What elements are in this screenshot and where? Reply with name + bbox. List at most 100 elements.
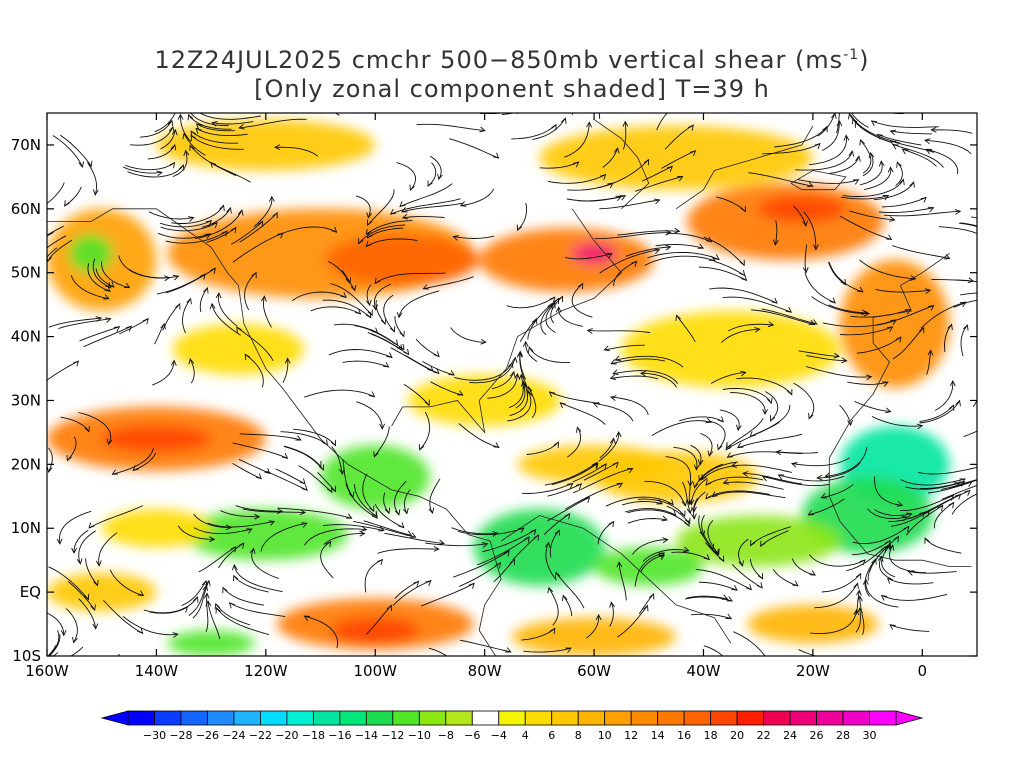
streamline xyxy=(722,387,772,404)
streamline xyxy=(206,227,237,243)
streamline-arrowhead xyxy=(84,425,90,433)
streamline-arrowhead xyxy=(691,513,697,520)
streamline xyxy=(333,323,378,334)
streamline xyxy=(610,396,649,416)
colorbar-swatch xyxy=(312,710,341,726)
streamline xyxy=(48,447,53,473)
streamline-arrowhead xyxy=(195,127,202,134)
latitude-axis: 70N 60N 50N 40N 30N 20N 10N EQ 10S xyxy=(11,136,977,665)
streamline-arrowhead xyxy=(105,282,112,289)
streamline-arrowhead xyxy=(822,125,828,133)
streamline xyxy=(618,562,627,601)
streamline xyxy=(415,338,440,357)
streamline-arrowhead xyxy=(777,474,785,480)
streamline xyxy=(924,139,972,155)
streamline-arrowhead xyxy=(790,462,798,468)
streamline-arrowhead xyxy=(735,424,742,432)
streamline-arrowhead xyxy=(249,547,256,555)
streamline xyxy=(165,230,228,244)
streamline xyxy=(70,646,84,656)
streamline-arrowhead xyxy=(841,95,846,100)
streamline xyxy=(95,268,115,288)
streamline xyxy=(511,124,557,140)
streamline-arrowhead xyxy=(612,461,619,469)
streamline xyxy=(664,124,694,150)
streamline xyxy=(390,198,461,215)
streamline-arrowhead xyxy=(705,417,712,424)
colorbar-swatch xyxy=(154,710,182,726)
streamline-arrowhead xyxy=(741,274,748,281)
streamline xyxy=(919,404,955,423)
streamline-arrowhead xyxy=(549,296,556,303)
streamline-arrowhead xyxy=(318,464,325,471)
streamline xyxy=(567,427,582,458)
streamline xyxy=(239,212,278,243)
streamline xyxy=(451,527,498,535)
streamline xyxy=(367,227,404,239)
streamline-arrowhead xyxy=(697,459,704,466)
streamline xyxy=(327,261,351,284)
streamline xyxy=(304,389,375,398)
streamline xyxy=(647,251,720,260)
streamline xyxy=(487,373,518,399)
streamline-arrowhead xyxy=(738,560,744,567)
streamline-arrowhead xyxy=(448,370,455,376)
streamline-arrowhead xyxy=(829,297,836,304)
streamline xyxy=(207,521,275,528)
streamline xyxy=(277,507,352,519)
streamline-arrowhead xyxy=(610,359,617,365)
streamline-arrowhead xyxy=(843,134,850,141)
streamline-arrowhead xyxy=(95,560,102,567)
streamline-arrowhead xyxy=(865,374,873,381)
colorbar-swatch xyxy=(683,710,712,726)
shear-shading-patch xyxy=(539,125,813,190)
streamline xyxy=(856,336,902,354)
streamline xyxy=(172,150,188,178)
streamline xyxy=(609,602,614,627)
streamline xyxy=(567,182,614,191)
colorbar-swatch xyxy=(630,710,659,726)
streamline-arrowhead xyxy=(688,499,695,506)
streamline xyxy=(47,612,65,636)
streamline-arrowhead xyxy=(757,573,764,580)
streamline-arrowhead xyxy=(760,540,766,548)
streamline-arrowhead xyxy=(233,574,239,582)
streamline-arrowhead xyxy=(295,435,302,441)
streamline xyxy=(655,244,704,249)
streamline xyxy=(421,582,475,607)
streamline-arrowhead xyxy=(608,520,615,528)
streamline-arrowhead xyxy=(383,361,390,368)
latitude-label: 60N xyxy=(11,200,41,218)
streamline-arrowhead xyxy=(703,554,711,561)
streamline-arrowhead xyxy=(452,235,459,241)
shear-shading-patch xyxy=(172,323,305,375)
streamline xyxy=(70,275,109,300)
latitude-label: 10S xyxy=(12,647,41,665)
streamline xyxy=(597,521,614,545)
streamline xyxy=(627,518,668,524)
streamline xyxy=(840,326,893,336)
streamline-arrowhead xyxy=(856,589,862,596)
streamline-arrowhead xyxy=(214,602,221,610)
streamline-arrowhead xyxy=(924,288,932,294)
streamline xyxy=(562,595,573,617)
streamline-arrowhead xyxy=(919,511,926,518)
streamline-arrowhead xyxy=(215,292,222,299)
streamline-arrowhead xyxy=(230,226,237,234)
streamline-arrowhead xyxy=(186,297,192,305)
streamline xyxy=(232,463,262,480)
streamline-arrowhead xyxy=(386,352,393,359)
streamline-arrowhead xyxy=(616,561,623,568)
streamline-arrowhead xyxy=(226,206,232,214)
streamline xyxy=(889,624,930,632)
streamline-arrowhead xyxy=(398,522,405,529)
streamline xyxy=(805,366,872,378)
streamline-arrowhead xyxy=(909,275,917,281)
shear-shading-patch xyxy=(156,119,376,171)
streamline-arrowhead xyxy=(959,478,966,484)
colorbar-swatch xyxy=(577,710,606,726)
streamline-arrowhead xyxy=(526,390,533,397)
streamline xyxy=(47,225,64,236)
streamline xyxy=(750,526,791,546)
streamline-arrowhead xyxy=(360,526,368,532)
